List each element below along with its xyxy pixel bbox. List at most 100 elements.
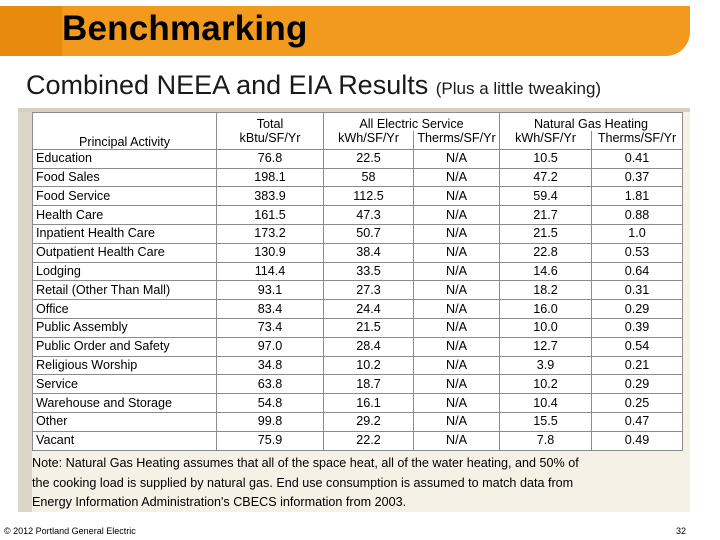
table-row: Food Service 383.9 112.5 N/A 59.4 1.81 (32, 186, 683, 207)
title-bar (0, 6, 690, 56)
cell-gas-therms: 0.29 (591, 299, 683, 319)
cell-gas-kwh: 16.0 (499, 299, 592, 319)
cell-gas-kwh: 15.5 (499, 411, 592, 432)
cell-activity: Education (32, 148, 217, 169)
cell-total: 73.4 (216, 317, 324, 338)
subtitle-small: (Plus a little tweaking) (435, 79, 602, 98)
cell-gas-kwh: 10.4 (499, 393, 592, 413)
cell-activity: Vacant (32, 430, 217, 451)
cell-electric-kwh: 28.4 (323, 336, 414, 357)
cell-gas-kwh: 21.7 (499, 205, 592, 225)
cell-total: 173.2 (216, 223, 324, 244)
cell-electric-kwh: 24.4 (323, 299, 414, 319)
cell-electric-kwh: 29.2 (323, 411, 414, 432)
cell-electric-kwh: 50.7 (323, 223, 414, 244)
cell-gas-therms: 0.41 (591, 148, 683, 169)
table-row: Service 63.8 18.7 N/A 10.2 0.29 (32, 374, 683, 395)
cell-electric-kwh: 16.1 (323, 393, 414, 413)
table-row: Health Care 161.5 47.3 N/A 21.7 0.88 (32, 205, 683, 225)
cell-electric-kwh: 10.2 (323, 355, 414, 376)
cell-gas-kwh: 12.7 (499, 336, 592, 357)
table-row: Other 99.8 29.2 N/A 15.5 0.47 (32, 411, 683, 432)
cell-electric-kwh: 33.5 (323, 261, 414, 282)
cell-gas-kwh: 10.2 (499, 374, 592, 395)
cell-electric-therms: N/A (413, 317, 500, 338)
cell-electric-therms: N/A (413, 148, 500, 169)
table-row: Education 76.8 22.5 N/A 10.5 0.41 (32, 148, 683, 169)
header-principal-activity: Principal Activity (32, 112, 217, 150)
cell-activity: Outpatient Health Care (32, 242, 217, 263)
header-all-electric: All Electric Service (323, 112, 500, 131)
table-row: Inpatient Health Care 173.2 50.7 N/A 21.5 1.0 (32, 223, 683, 244)
footer-page-number: 32 (676, 526, 687, 536)
cell-electric-kwh: 58 (323, 167, 414, 188)
slide-title: Benchmarking (62, 9, 308, 48)
subtitle-main: Combined NEEA and EIA Results (26, 70, 436, 100)
table-row: Public Order and Safety 97.0 28.4 N/A 12.7 0.… (32, 336, 683, 357)
cell-gas-therms: 0.47 (591, 411, 683, 432)
cell-activity: Warehouse and Storage (32, 393, 217, 413)
cell-electric-therms: N/A (413, 374, 500, 395)
cell-electric-therms: N/A (413, 242, 500, 263)
cell-gas-kwh: 3.9 (499, 355, 592, 376)
cell-total: 76.8 (216, 148, 324, 169)
note-line: Note: Natural Gas Heating assumes that a… (32, 456, 579, 470)
header-natural-gas: Natural Gas Heating (499, 112, 683, 131)
cell-electric-kwh: 21.5 (323, 317, 414, 338)
cell-activity: Inpatient Health Care (32, 223, 217, 244)
cell-gas-therms: 0.29 (591, 374, 683, 395)
cell-activity: Service (32, 374, 217, 395)
cell-total: 83.4 (216, 299, 324, 319)
cell-electric-therms: N/A (413, 336, 500, 357)
table-row: Food Sales 198.1 58 N/A 47.2 0.37 (32, 167, 683, 188)
title-bar-accent (0, 6, 62, 56)
cell-gas-therms: 0.21 (591, 355, 683, 376)
header-row-groups: Principal Activity Total All Electric Se… (32, 112, 683, 150)
cell-electric-kwh: 22.2 (323, 430, 414, 451)
cell-activity: Office (32, 299, 217, 319)
cell-activity: Other (32, 411, 217, 432)
cell-gas-therms: 0.54 (591, 336, 683, 357)
table-row: Religious Worship 34.8 10.2 N/A 3.9 0.21 (32, 355, 683, 376)
cell-electric-therms: N/A (413, 167, 500, 188)
cell-activity: Retail (Other Than Mall) (32, 280, 217, 301)
cell-total: 93.1 (216, 280, 324, 301)
cell-activity: Public Order and Safety (32, 336, 217, 357)
cell-gas-therms: 0.39 (591, 317, 683, 338)
cell-electric-therms: N/A (413, 223, 500, 244)
cell-gas-kwh: 21.5 (499, 223, 592, 244)
table-row: Outpatient Health Care 130.9 38.4 N/A 22.8 0.… (32, 242, 683, 263)
cell-activity: Food Sales (32, 167, 217, 188)
cell-total: 161.5 (216, 205, 324, 225)
benchmark-table: Principal Activity Total All Electric Se… (32, 112, 683, 451)
cell-total: 198.1 (216, 167, 324, 188)
cell-electric-therms: N/A (413, 205, 500, 225)
cell-gas-therms: 0.53 (591, 242, 683, 263)
cell-gas-kwh: 10.5 (499, 148, 592, 169)
cell-electric-kwh: 27.3 (323, 280, 414, 301)
cell-gas-kwh: 14.6 (499, 261, 592, 282)
cell-gas-therms: 0.49 (591, 430, 683, 451)
cell-total: 383.9 (216, 186, 324, 207)
cell-gas-therms: 0.88 (591, 205, 683, 225)
cell-electric-therms: N/A (413, 186, 500, 207)
cell-total: 97.0 (216, 336, 324, 357)
cell-electric-therms: N/A (413, 261, 500, 282)
cell-activity: Lodging (32, 261, 217, 282)
table-row: Warehouse and Storage 54.8 16.1 N/A 10.4 0.25 (32, 393, 683, 413)
slide-subtitle: Combined NEEA and EIA Results (Plus a li… (26, 70, 601, 101)
cell-gas-kwh: 7.8 (499, 430, 592, 451)
table-row: Public Assembly 73.4 21.5 N/A 10.0 0.39 (32, 317, 683, 338)
footer-copyright: © 2012 Portland General Electric (4, 526, 136, 536)
cell-gas-therms: 0.64 (591, 261, 683, 282)
cell-activity: Food Service (32, 186, 217, 207)
header-total-line1: Total (216, 112, 324, 131)
table-row: Vacant 75.9 22.2 N/A 7.8 0.49 (32, 430, 683, 451)
header-gas-kwh: kWh/SF/Yr (499, 131, 592, 150)
cell-gas-therms: 0.37 (591, 167, 683, 188)
note-line: Energy Information Administration's CBEC… (32, 495, 407, 509)
header-electric-therms: Therms/SF/Yr (413, 131, 500, 150)
cell-electric-therms: N/A (413, 430, 500, 451)
header-electric-kwh: kWh/SF/Yr (323, 131, 414, 150)
cell-gas-therms: 1.81 (591, 186, 683, 207)
